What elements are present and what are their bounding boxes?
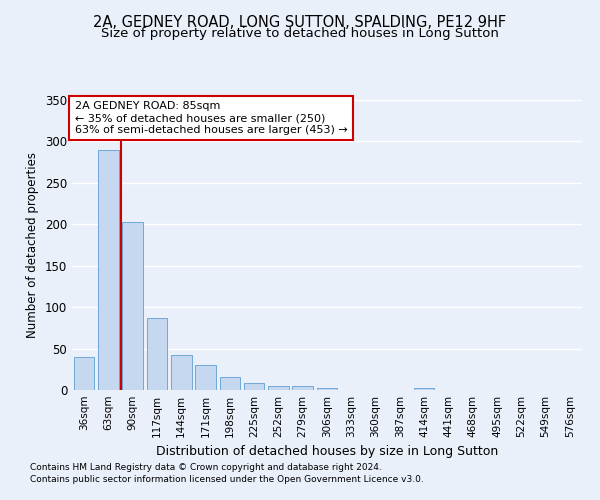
- Bar: [317, 388, 337, 390]
- Text: Contains public sector information licensed under the Open Government Licence v3: Contains public sector information licen…: [30, 475, 424, 484]
- Bar: [122, 222, 143, 390]
- X-axis label: Distribution of detached houses by size in Long Sutton: Distribution of detached houses by size …: [156, 446, 498, 458]
- Text: 2A GEDNEY ROAD: 85sqm
← 35% of detached houses are smaller (250)
63% of semi-det: 2A GEDNEY ROAD: 85sqm ← 35% of detached …: [74, 102, 347, 134]
- Bar: [195, 365, 216, 390]
- Bar: [292, 386, 313, 390]
- Bar: [98, 150, 119, 390]
- Bar: [171, 355, 191, 390]
- Bar: [220, 376, 240, 390]
- Text: Size of property relative to detached houses in Long Sutton: Size of property relative to detached ho…: [101, 28, 499, 40]
- Text: 2A, GEDNEY ROAD, LONG SUTTON, SPALDING, PE12 9HF: 2A, GEDNEY ROAD, LONG SUTTON, SPALDING, …: [94, 15, 506, 30]
- Bar: [244, 382, 265, 390]
- Y-axis label: Number of detached properties: Number of detached properties: [26, 152, 40, 338]
- Bar: [268, 386, 289, 390]
- Bar: [414, 388, 434, 390]
- Bar: [146, 318, 167, 390]
- Bar: [74, 357, 94, 390]
- Text: Contains HM Land Registry data © Crown copyright and database right 2024.: Contains HM Land Registry data © Crown c…: [30, 464, 382, 472]
